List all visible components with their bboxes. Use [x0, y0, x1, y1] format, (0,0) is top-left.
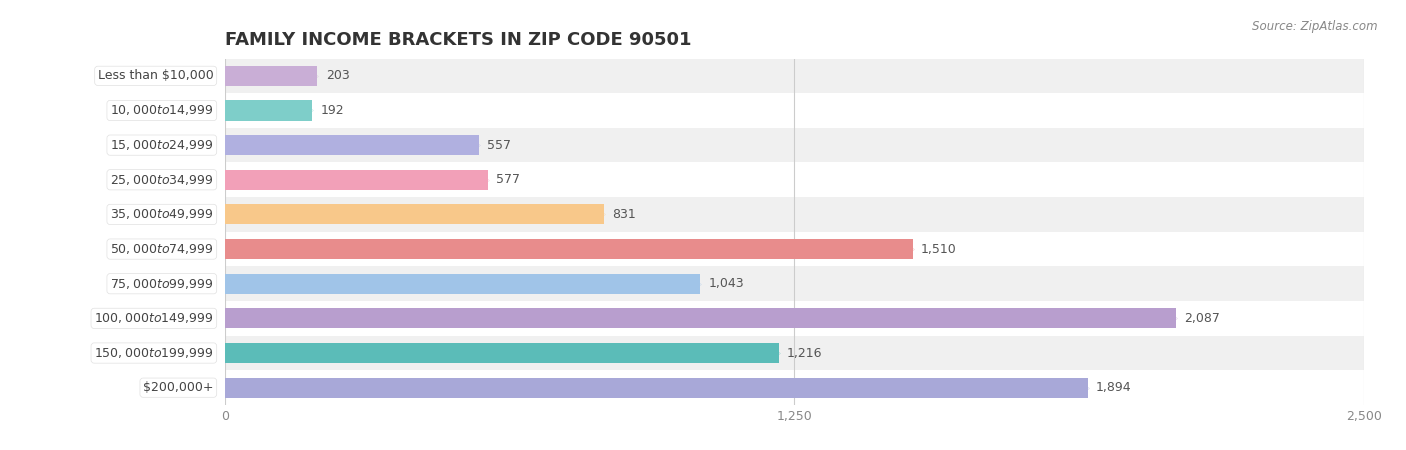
Bar: [225, 58, 1364, 93]
Text: $200,000+: $200,000+: [143, 381, 214, 394]
Text: $10,000 to $14,999: $10,000 to $14,999: [110, 104, 214, 117]
Bar: [225, 266, 1364, 301]
Text: Source: ZipAtlas.com: Source: ZipAtlas.com: [1253, 20, 1378, 33]
Text: 557: 557: [486, 139, 510, 152]
Text: 1,216: 1,216: [787, 346, 823, 360]
Bar: [225, 239, 912, 259]
Bar: [225, 93, 1364, 128]
Text: Less than $10,000: Less than $10,000: [98, 69, 214, 82]
Bar: [225, 170, 488, 190]
Text: $100,000 to $149,999: $100,000 to $149,999: [94, 311, 214, 325]
Text: 1,894: 1,894: [1095, 381, 1132, 394]
Text: $35,000 to $49,999: $35,000 to $49,999: [110, 207, 214, 221]
Text: 2,087: 2,087: [1184, 312, 1220, 325]
Text: 1,043: 1,043: [709, 277, 744, 290]
Bar: [225, 100, 312, 121]
Text: FAMILY INCOME BRACKETS IN ZIP CODE 90501: FAMILY INCOME BRACKETS IN ZIP CODE 90501: [225, 31, 692, 49]
Bar: [225, 378, 1088, 398]
Bar: [225, 301, 1364, 336]
Bar: [225, 128, 1364, 162]
Text: 203: 203: [326, 69, 349, 82]
Bar: [225, 274, 700, 294]
Text: $150,000 to $199,999: $150,000 to $199,999: [94, 346, 214, 360]
Text: 577: 577: [496, 173, 520, 186]
Bar: [225, 204, 603, 225]
Text: $50,000 to $74,999: $50,000 to $74,999: [110, 242, 214, 256]
Bar: [225, 135, 478, 155]
Bar: [225, 162, 1364, 197]
Bar: [225, 370, 1364, 405]
Bar: [225, 343, 779, 363]
Text: $75,000 to $99,999: $75,000 to $99,999: [110, 277, 214, 291]
Bar: [225, 197, 1364, 232]
Text: $15,000 to $24,999: $15,000 to $24,999: [110, 138, 214, 152]
Bar: [225, 66, 318, 86]
Text: 831: 831: [612, 208, 636, 221]
Text: $25,000 to $34,999: $25,000 to $34,999: [110, 173, 214, 187]
Text: 1,510: 1,510: [921, 243, 956, 256]
Text: 192: 192: [321, 104, 344, 117]
Bar: [225, 336, 1364, 370]
Bar: [225, 232, 1364, 266]
Bar: [225, 308, 1175, 328]
